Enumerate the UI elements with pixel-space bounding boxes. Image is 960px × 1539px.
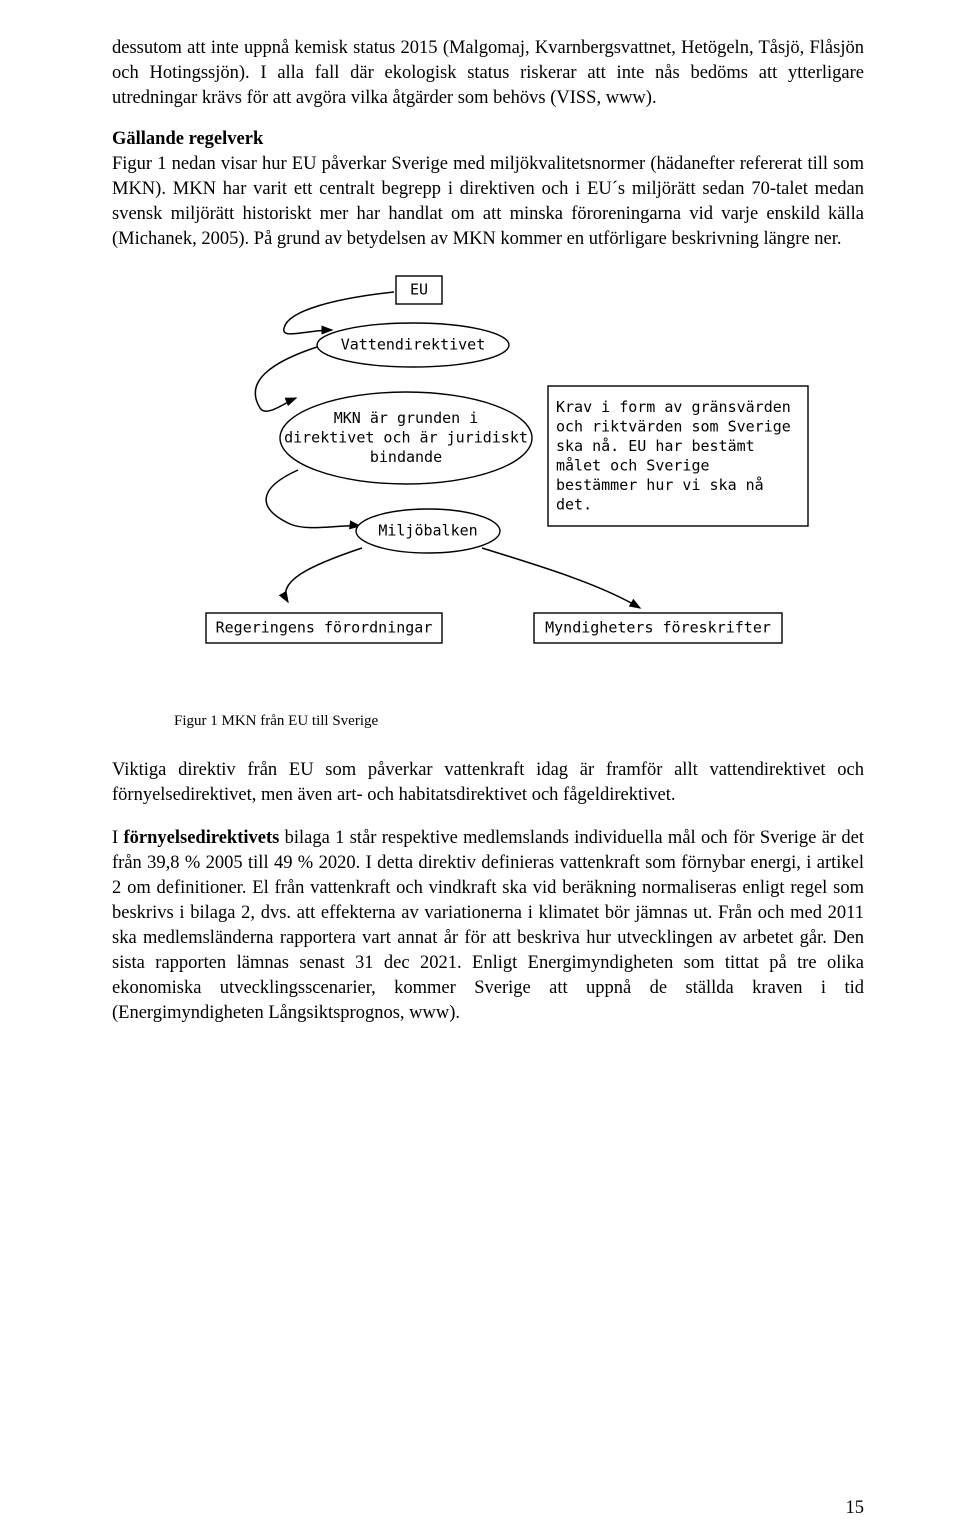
svg-text:direktivet och är juridiskt: direktivet och är juridiskt xyxy=(284,428,528,446)
svg-text:MKN är grunden i: MKN är grunden i xyxy=(334,409,479,427)
document-page: dessutom att inte uppnå kemisk status 20… xyxy=(0,0,960,1539)
para4-prefix: I xyxy=(112,828,123,848)
flowchart-svg: EU Vattendirektivet MKN är grunden idirekt… xyxy=(148,270,828,700)
svg-text:bestämmer hur vi ska nå: bestämmer hur vi ska nå xyxy=(556,476,764,494)
heading-regelverk: Gällande regelverk xyxy=(112,129,864,150)
svg-text:Regeringens förordningar: Regeringens förordningar xyxy=(216,618,433,636)
svg-text:och riktvärden som Sverige: och riktvärden som Sverige xyxy=(556,417,791,435)
figure-caption: Figur 1 MKN från EU till Sverige xyxy=(174,713,864,730)
para4-bold-term: förnyelsedirektivets xyxy=(123,828,279,848)
svg-text:Krav i form av gränsvärden: Krav i form av gränsvärden xyxy=(556,398,791,416)
paragraph-regelverk: Figur 1 nedan visar hur EU påverkar Sver… xyxy=(112,152,864,252)
paragraph-intro: dessutom att inte uppnå kemisk status 20… xyxy=(112,36,864,111)
page-number: 15 xyxy=(846,1498,865,1519)
svg-text:EU: EU xyxy=(410,280,428,298)
svg-text:Myndigheters föreskrifter: Myndigheters föreskrifter xyxy=(545,618,771,636)
para4-rest: bilaga 1 står respektive medlemslands in… xyxy=(112,828,864,1023)
figure-mkn-diagram: EU Vattendirektivet MKN är grunden idirekt… xyxy=(112,270,864,705)
svg-text:det.: det. xyxy=(556,495,592,513)
svg-text:bindande: bindande xyxy=(370,448,442,466)
svg-text:Vattendirektivet: Vattendirektivet xyxy=(341,335,486,353)
svg-text:målet och Sverige: målet och Sverige xyxy=(556,456,710,474)
paragraph-fornyelse: I förnyelsedirektivets bilaga 1 står res… xyxy=(112,826,864,1026)
paragraph-direktiv: Viktiga direktiv från EU som påverkar va… xyxy=(112,758,864,808)
svg-text:ska nå. EU har bestämt: ska nå. EU har bestämt xyxy=(556,437,755,455)
svg-text:Miljöbalken: Miljöbalken xyxy=(378,521,477,539)
